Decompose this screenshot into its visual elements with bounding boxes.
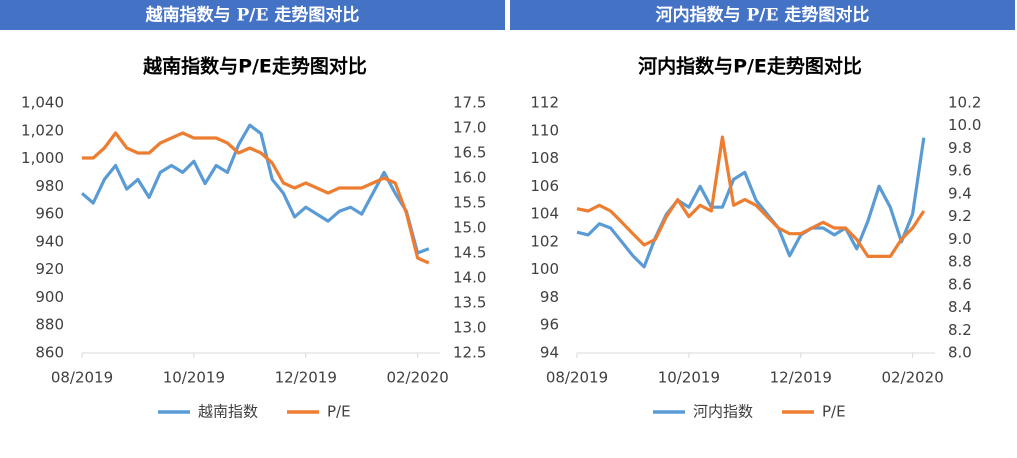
legend-label: 河内指数 bbox=[693, 403, 753, 421]
x-tick-label: 08/2019 bbox=[51, 369, 113, 387]
heading: 河内指数与 P/E 走势图对比 bbox=[656, 5, 870, 26]
y-tick-label: 980 bbox=[35, 177, 64, 195]
y2-tick-label: 8.6 bbox=[948, 275, 972, 293]
x-tick-label: 02/2020 bbox=[386, 369, 448, 387]
chart-title: 河内指数与P/E走势图对比 bbox=[638, 55, 862, 78]
legend-label: P/E bbox=[822, 403, 846, 421]
legend-label: P/E bbox=[327, 403, 351, 421]
y2-tick-label: 13.0 bbox=[453, 319, 486, 337]
x-tick-label: 10/2019 bbox=[658, 369, 720, 387]
y2-tick-label: 8.0 bbox=[948, 344, 972, 362]
y2-tick-label: 9.2 bbox=[948, 207, 972, 225]
y2-tick-label: 15.5 bbox=[453, 194, 486, 212]
y-tick-label: 112 bbox=[530, 94, 559, 112]
y-tick-label: 1,040 bbox=[21, 94, 64, 112]
y2-tick-label: 14.0 bbox=[453, 269, 486, 287]
y-tick-label: 860 bbox=[35, 344, 64, 362]
series-line bbox=[576, 137, 926, 269]
y-tick-label: 960 bbox=[35, 205, 64, 223]
series-line bbox=[82, 131, 430, 265]
y2-tick-label: 16.5 bbox=[453, 144, 486, 162]
y2-tick-label: 10.2 bbox=[948, 94, 981, 112]
y-tick-label: 900 bbox=[35, 288, 64, 306]
y2-tick-label: 9.6 bbox=[948, 162, 972, 180]
y-tick-label: 100 bbox=[530, 260, 559, 278]
x-tick-label: 02/2020 bbox=[881, 369, 943, 387]
y-tick-label: 1,020 bbox=[21, 121, 64, 139]
y2-tick-label: 8.4 bbox=[948, 298, 972, 316]
y-tick-label: 106 bbox=[530, 177, 559, 195]
y2-tick-label: 16.0 bbox=[453, 169, 486, 187]
y2-tick-label: 10.0 bbox=[948, 116, 981, 134]
series-line bbox=[80, 123, 430, 255]
y-tick-label: 102 bbox=[530, 232, 559, 250]
x-tick-label: 08/2019 bbox=[546, 369, 608, 387]
heading-bar bbox=[510, 0, 1015, 30]
y2-tick-label: 13.5 bbox=[453, 294, 486, 312]
x-tick-label: 10/2019 bbox=[163, 369, 225, 387]
y-tick-label: 94 bbox=[540, 344, 559, 362]
y2-tick-label: 9.8 bbox=[948, 139, 972, 157]
y-tick-label: 98 bbox=[540, 288, 559, 306]
y2-tick-label: 17.0 bbox=[453, 119, 486, 137]
y2-tick-label: 9.4 bbox=[948, 184, 972, 202]
heading-bar bbox=[0, 0, 505, 30]
legend-label: 越南指数 bbox=[198, 403, 258, 421]
series-line bbox=[576, 135, 926, 258]
y2-tick-label: 9.0 bbox=[948, 230, 972, 248]
heading: 越南指数与 P/E 走势图对比 bbox=[145, 5, 360, 26]
y2-tick-label: 12.5 bbox=[453, 344, 486, 362]
y-tick-label: 940 bbox=[35, 232, 64, 250]
y-tick-label: 104 bbox=[530, 205, 559, 223]
y-tick-label: 1,000 bbox=[21, 149, 64, 167]
y2-tick-label: 14.5 bbox=[453, 244, 486, 262]
y2-tick-label: 15.0 bbox=[453, 219, 486, 237]
x-tick-label: 12/2019 bbox=[770, 369, 832, 387]
y2-tick-label: 8.8 bbox=[948, 253, 972, 271]
y-tick-label: 880 bbox=[35, 316, 64, 334]
y-tick-label: 108 bbox=[530, 149, 559, 167]
y2-tick-label: 17.5 bbox=[453, 94, 486, 112]
chart-title: 越南指数与P/E走势图对比 bbox=[142, 55, 367, 78]
y-tick-label: 96 bbox=[540, 316, 559, 334]
y-tick-label: 920 bbox=[35, 260, 64, 278]
y-tick-label: 110 bbox=[530, 121, 559, 139]
y2-tick-label: 8.2 bbox=[948, 321, 972, 339]
x-tick-label: 12/2019 bbox=[275, 369, 337, 387]
